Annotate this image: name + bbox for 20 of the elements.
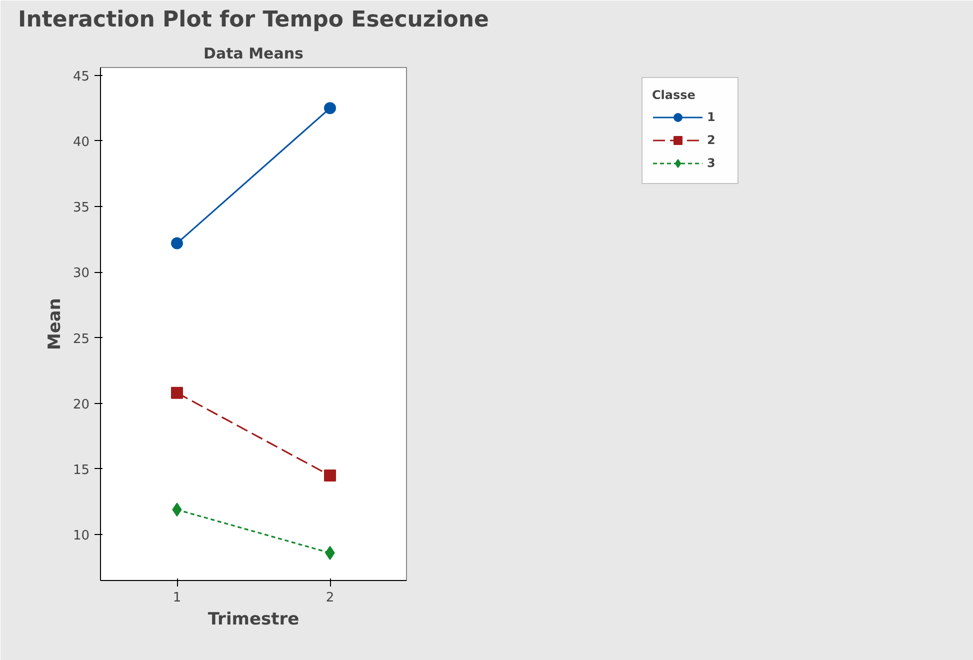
y-tick-label: 25: [72, 332, 90, 347]
point: [171, 386, 183, 399]
y-tick-label: 15: [72, 462, 90, 478]
chart-subtitle: Data Means: [204, 44, 304, 62]
point: [171, 237, 183, 250]
y-tick-label: 10: [72, 528, 90, 544]
y-tick-label: 20: [72, 397, 90, 412]
y-tick-label: 40: [72, 134, 90, 150]
y-axis-title: Mean: [44, 298, 65, 350]
legend-title: Classe: [652, 88, 696, 102]
y-tick-label: 45: [72, 69, 90, 84]
chart-title: Interaction Plot for Tempo Esecuzione: [18, 8, 489, 32]
point: [324, 470, 336, 482]
legend-label: 1: [707, 110, 716, 124]
legend-label: 2: [707, 133, 716, 147]
y-tick-label: 30: [72, 266, 90, 282]
point: [324, 102, 336, 114]
y-tick-label: 35: [72, 200, 90, 216]
x-axis-title: Trimestre: [208, 610, 300, 630]
legend-label: 3: [707, 156, 716, 170]
